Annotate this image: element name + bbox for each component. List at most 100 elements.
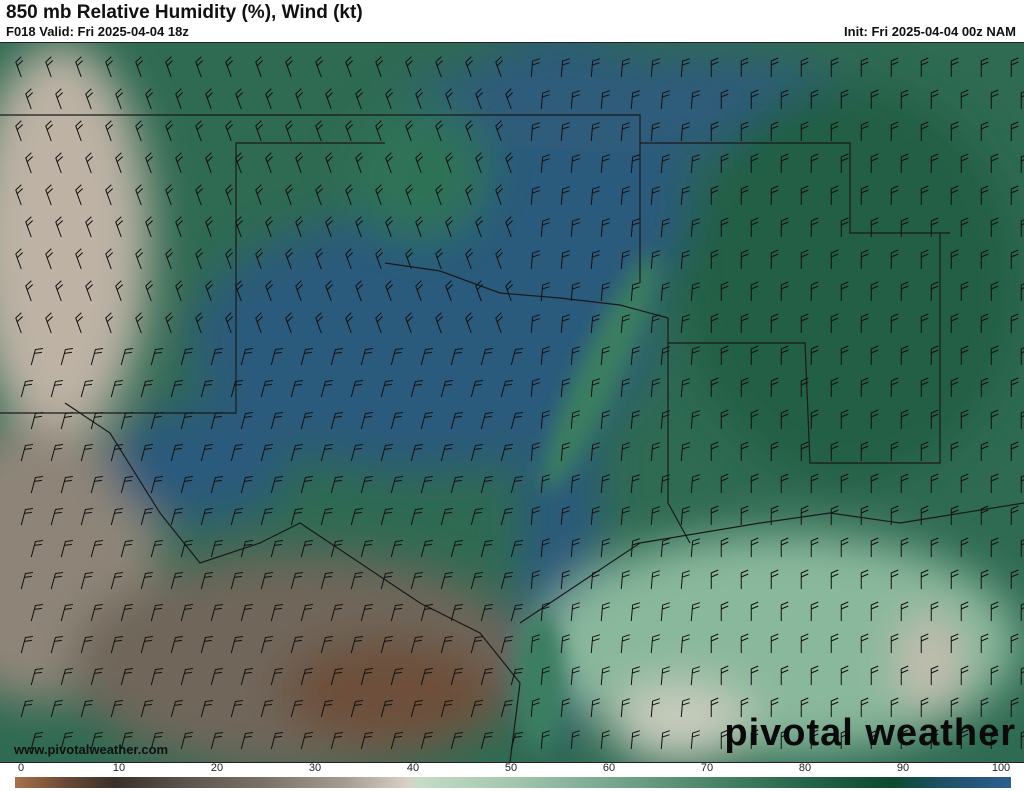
wind-barb — [780, 345, 789, 365]
wind-barb — [1020, 283, 1024, 301]
wind-barb — [690, 282, 701, 302]
wind-barb — [750, 217, 759, 237]
wind-barb — [770, 441, 779, 461]
wind-barb — [135, 312, 144, 334]
wind-barb — [540, 282, 551, 302]
wind-barb — [380, 507, 394, 526]
website-url[interactable]: www.pivotalweather.com — [14, 742, 169, 757]
wind-barb — [230, 699, 244, 718]
wind-barb — [680, 506, 691, 526]
wind-barb — [560, 122, 571, 142]
wind-barb — [840, 89, 849, 109]
wind-barb — [500, 699, 514, 718]
colorbar-tick: 50 — [504, 762, 518, 774]
wind-barb — [780, 281, 789, 301]
wind-barb — [75, 120, 84, 142]
wind-barb — [495, 312, 504, 334]
wind-barb — [235, 216, 244, 238]
colorbar-tick: 30 — [308, 762, 322, 774]
wind-barb — [840, 537, 849, 557]
wind-barb — [990, 601, 999, 621]
wind-barb — [120, 603, 134, 622]
wind-barb — [650, 698, 661, 718]
wind-barb — [465, 248, 474, 270]
wind-barb — [990, 409, 999, 429]
wind-barb — [200, 571, 214, 590]
wind-barb — [720, 601, 729, 621]
map-panel[interactable] — [0, 42, 1024, 763]
wind-barb — [120, 539, 134, 558]
wind-barb — [165, 56, 174, 78]
wind-barb — [255, 248, 264, 270]
wind-barb — [510, 539, 524, 558]
wind-barb — [740, 505, 749, 525]
dry-area-west — [0, 43, 150, 443]
wind-barb — [950, 57, 959, 77]
wind-barb — [90, 475, 104, 494]
wind-barb — [740, 185, 749, 205]
wind-barb — [315, 312, 324, 334]
wind-barb — [560, 442, 571, 462]
wind-barb — [465, 312, 474, 334]
wind-barb — [390, 347, 404, 366]
wind-barb — [660, 90, 671, 110]
wind-barb — [510, 411, 524, 430]
wind-barb — [660, 410, 671, 430]
wind-barb — [75, 184, 84, 206]
wind-barb — [15, 120, 24, 142]
wind-barb — [540, 346, 551, 366]
wind-barb — [165, 312, 174, 334]
wind-barb — [590, 122, 601, 142]
wind-barb — [620, 378, 631, 398]
wind-barb — [540, 474, 551, 494]
wind-barb — [990, 281, 999, 301]
wind-barb — [210, 539, 224, 558]
wind-barb — [495, 120, 504, 142]
wind-barb — [990, 89, 999, 109]
wind-barb — [180, 667, 194, 686]
wind-barb — [1020, 347, 1024, 365]
wind-barb — [660, 538, 671, 558]
wind-barb — [260, 571, 274, 590]
wind-barb — [435, 56, 444, 78]
wind-barb — [300, 411, 314, 430]
wind-barb — [210, 731, 224, 750]
wind-barb — [900, 409, 909, 429]
wind-barb — [840, 281, 849, 301]
wind-barb — [120, 411, 134, 430]
wind-barb — [840, 473, 849, 493]
wind-barb — [240, 603, 254, 622]
wind-barb — [740, 249, 749, 269]
wind-barb — [600, 666, 611, 686]
wind-barb — [450, 603, 464, 622]
wind-barb — [560, 570, 571, 590]
wind-barb — [135, 120, 144, 142]
wind-barb — [505, 216, 514, 238]
wind-barb — [1010, 121, 1019, 141]
wind-barb — [145, 152, 154, 174]
wind-barb — [30, 347, 44, 366]
colorbar-tick: 40 — [406, 762, 420, 774]
wind-barb — [570, 666, 581, 686]
wind-barb — [85, 280, 94, 302]
wind-barb — [320, 571, 334, 590]
wind-barb — [720, 281, 729, 301]
wind-barb — [900, 473, 909, 493]
wind-barb — [390, 475, 404, 494]
wind-barb — [210, 667, 224, 686]
wind-barb — [480, 539, 494, 558]
wind-barb — [630, 90, 641, 110]
wind-barb — [630, 218, 641, 238]
wind-barb — [530, 378, 541, 398]
wind-barb — [870, 409, 879, 429]
wind-barb — [680, 58, 691, 78]
wind-barb — [960, 473, 969, 493]
wind-barb — [1010, 633, 1019, 653]
wind-barb — [115, 152, 124, 174]
init-time: Init: Fri 2025-04-04 00z NAM — [844, 24, 1016, 39]
wind-barb — [110, 507, 124, 526]
wind-barb — [235, 88, 244, 110]
wind-barb — [55, 152, 64, 174]
wind-barb — [620, 634, 631, 654]
wind-barb — [50, 699, 64, 718]
